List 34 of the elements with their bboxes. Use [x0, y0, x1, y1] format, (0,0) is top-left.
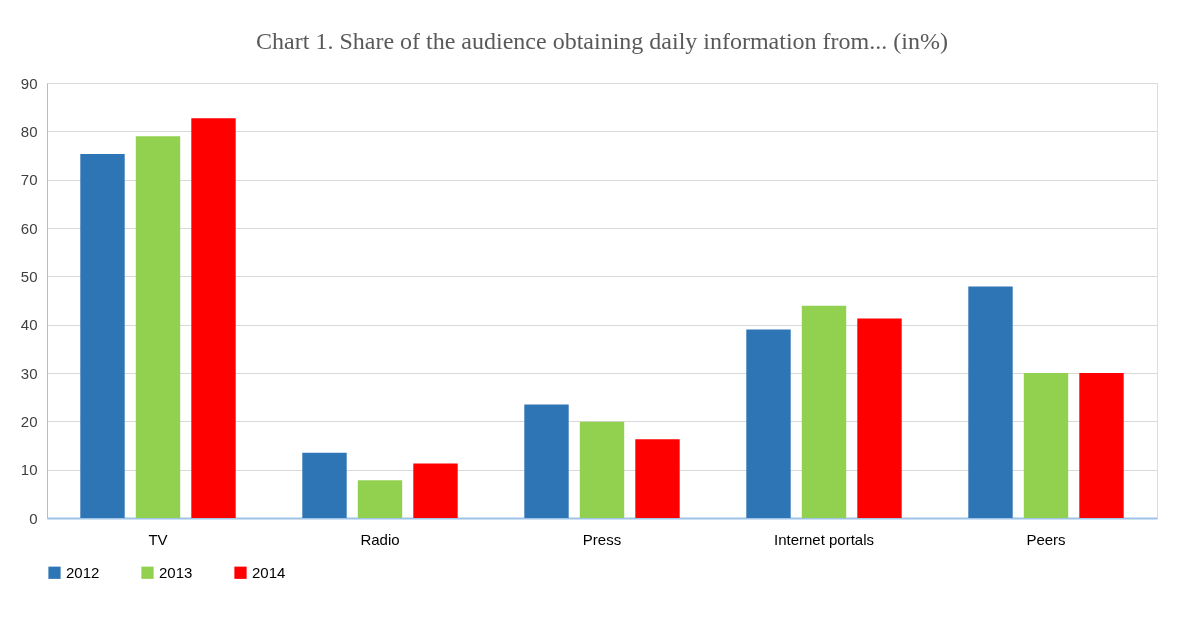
- bar: [524, 404, 569, 518]
- bar: [801, 305, 847, 518]
- bar: [191, 118, 236, 518]
- y-tick-label: 60: [20, 219, 38, 237]
- y-tick-label: 90: [20, 74, 38, 92]
- x-tick-label: Internet portals: [773, 530, 875, 548]
- y-tick-label: 40: [20, 316, 38, 334]
- bar: [135, 136, 181, 518]
- y-tick-label: 70: [20, 171, 38, 189]
- chart-title: Chart 1. Share of the audience obtaining daily information from... (in%): [256, 28, 948, 54]
- bar: [968, 286, 1013, 518]
- bar: [302, 452, 347, 518]
- bar: [579, 421, 625, 518]
- bar: [635, 439, 680, 518]
- legend-label: 2012: [66, 563, 100, 581]
- bar: [1023, 373, 1069, 518]
- bar: [413, 463, 458, 518]
- bar: [80, 154, 125, 518]
- y-tick-label: 30: [20, 364, 38, 382]
- x-tick-label: TV: [148, 530, 168, 548]
- bar: [1079, 373, 1124, 518]
- y-tick-label: 0: [29, 509, 38, 527]
- legend-label: 2014: [252, 563, 286, 581]
- bar: [357, 480, 403, 518]
- bar: [857, 318, 902, 518]
- y-tick-label: 20: [20, 412, 38, 430]
- x-tick-label: Peers: [1026, 530, 1066, 548]
- legend-label: 2013: [159, 563, 193, 581]
- x-tick-label: Radio: [360, 530, 400, 548]
- x-tick-label: Press: [582, 530, 622, 548]
- y-tick-label: 10: [20, 461, 38, 479]
- y-tick-label: 80: [20, 122, 38, 140]
- y-tick-label: 50: [20, 267, 38, 285]
- bar: [746, 329, 791, 518]
